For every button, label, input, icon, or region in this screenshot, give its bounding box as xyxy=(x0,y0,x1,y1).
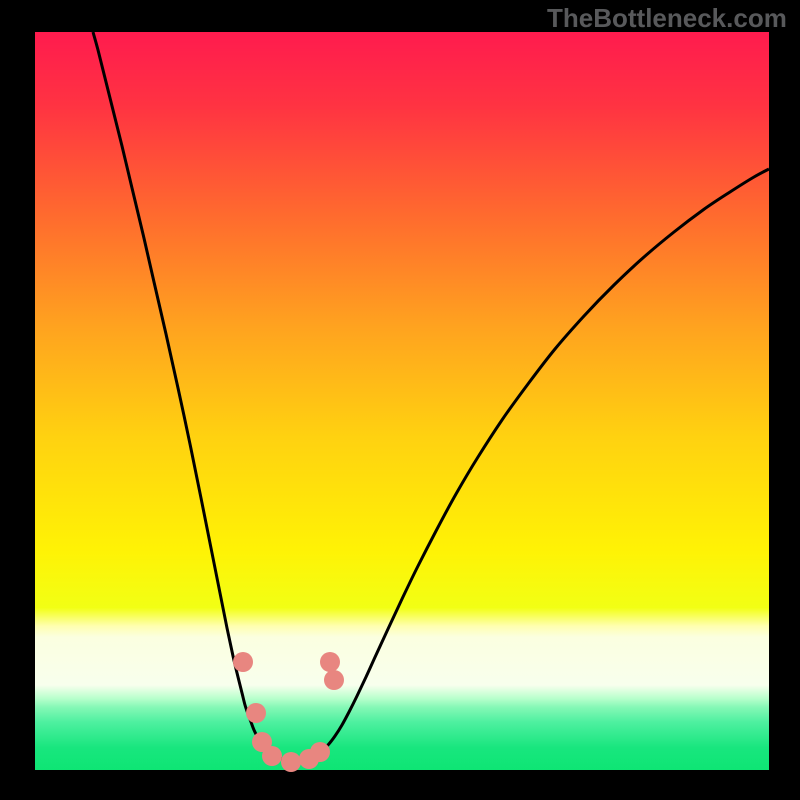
plot-area xyxy=(35,32,769,770)
gradient-background xyxy=(35,32,769,770)
watermark-text: TheBottleneck.com xyxy=(547,3,787,34)
chart-canvas: TheBottleneck.com xyxy=(0,0,800,800)
